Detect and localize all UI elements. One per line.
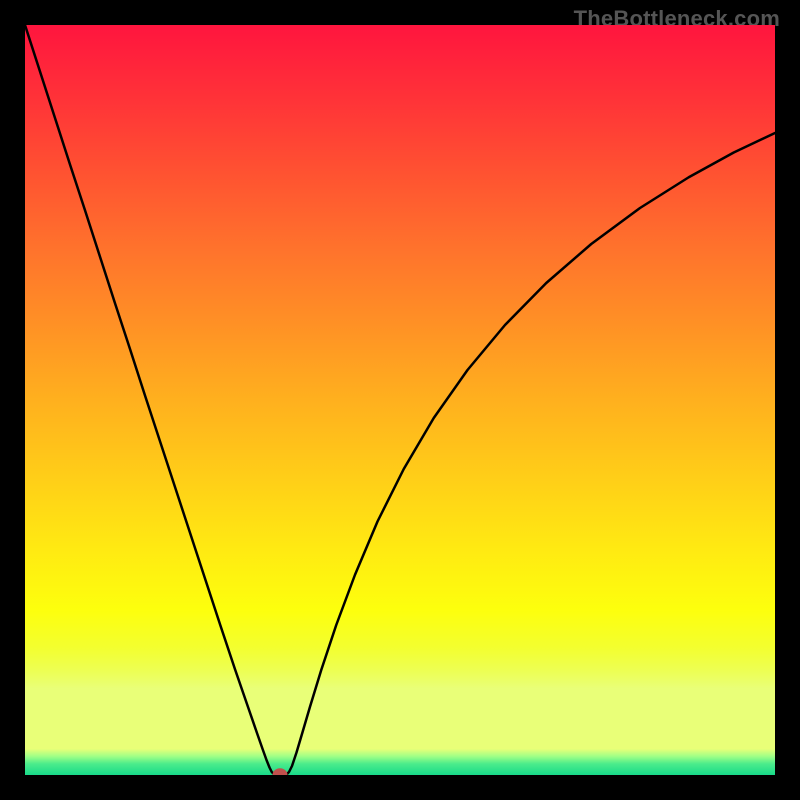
chart-background	[25, 25, 775, 775]
chart-frame: TheBottleneck.com	[0, 0, 800, 800]
chart-svg	[25, 25, 775, 775]
chart-plot-area	[25, 25, 775, 775]
